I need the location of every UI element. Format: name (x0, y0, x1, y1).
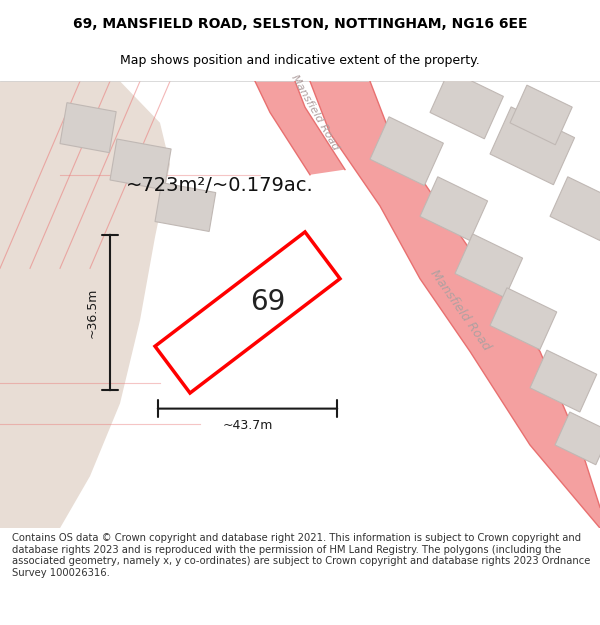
Polygon shape (0, 81, 170, 528)
Polygon shape (550, 177, 600, 241)
Polygon shape (310, 81, 600, 528)
Text: ~43.7m: ~43.7m (223, 419, 272, 432)
Text: ~36.5m: ~36.5m (86, 288, 98, 338)
Polygon shape (430, 70, 503, 139)
Polygon shape (155, 232, 340, 393)
Text: 69, MANSFIELD ROAD, SELSTON, NOTTINGHAM, NG16 6EE: 69, MANSFIELD ROAD, SELSTON, NOTTINGHAM,… (73, 17, 527, 31)
Text: Mansfield Road: Mansfield Road (289, 73, 341, 152)
Polygon shape (555, 412, 600, 465)
Polygon shape (370, 117, 443, 186)
Polygon shape (155, 182, 216, 231)
Polygon shape (510, 85, 572, 145)
Text: 69: 69 (250, 288, 285, 316)
Polygon shape (255, 81, 345, 175)
Text: Mansfield Road: Mansfield Road (427, 267, 493, 352)
Polygon shape (420, 177, 488, 241)
Polygon shape (530, 350, 597, 412)
Text: Map shows position and indicative extent of the property.: Map shows position and indicative extent… (120, 54, 480, 68)
Text: Contains OS data © Crown copyright and database right 2021. This information is : Contains OS data © Crown copyright and d… (12, 533, 590, 578)
Text: ~723m²/~0.179ac.: ~723m²/~0.179ac. (126, 176, 314, 194)
Polygon shape (60, 102, 116, 152)
Polygon shape (110, 139, 171, 190)
Polygon shape (490, 288, 557, 349)
Polygon shape (455, 234, 523, 298)
Polygon shape (490, 107, 575, 185)
